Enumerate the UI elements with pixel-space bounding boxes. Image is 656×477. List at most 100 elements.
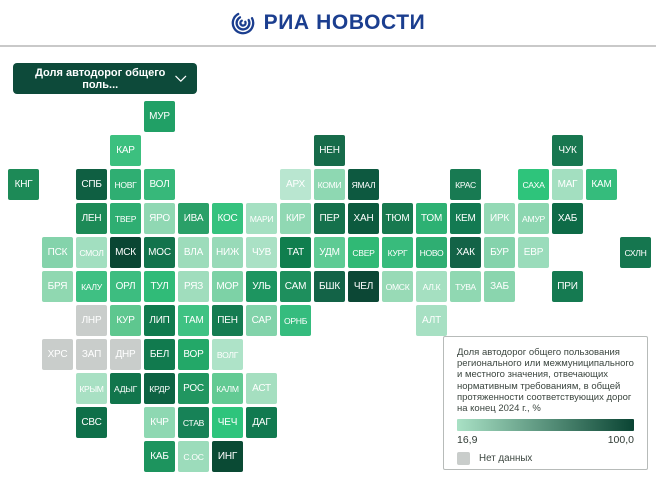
region-tile-ЛЕН[interactable]: ЛЕН: [76, 203, 107, 234]
legend-max-value: 100,0: [607, 434, 634, 447]
legend-gradient: [457, 419, 634, 432]
region-tile-КАЛУ[interactable]: КАЛУ: [76, 271, 107, 302]
region-tile-ПЕН[interactable]: ПЕН: [212, 305, 243, 336]
region-tile-АСТ[interactable]: АСТ: [246, 373, 277, 404]
region-tile-УЛЬ[interactable]: УЛЬ: [246, 271, 277, 302]
region-tile-КАБ[interactable]: КАБ: [144, 441, 175, 472]
region-tile-СПБ[interactable]: СПБ: [76, 169, 107, 200]
region-tile-ОРЛ[interactable]: ОРЛ: [110, 271, 141, 302]
region-tile-КАР[interactable]: КАР: [110, 135, 141, 166]
region-tile-ТАМ[interactable]: ТАМ: [178, 305, 209, 336]
region-tile-МОС[interactable]: МОС: [144, 237, 175, 268]
region-tile-КИР[interactable]: КИР: [280, 203, 311, 234]
ria-globe-icon: [231, 12, 254, 34]
region-tile-ТУВА[interactable]: ТУВА: [450, 271, 481, 302]
region-tile-АРХ[interactable]: АРХ: [280, 169, 311, 200]
region-tile-КАЛМ[interactable]: КАЛМ: [212, 373, 243, 404]
region-tile-АЛТ[interactable]: АЛТ: [416, 305, 447, 336]
region-tile-РОС[interactable]: РОС: [178, 373, 209, 404]
region-tile-САМ[interactable]: САМ: [280, 271, 311, 302]
region-tile-ИВА[interactable]: ИВА: [178, 203, 209, 234]
region-tile-ТЮМ[interactable]: ТЮМ: [382, 203, 413, 234]
region-tile-АМУР[interactable]: АМУР: [518, 203, 549, 234]
region-tile-С.ОС[interactable]: С.ОС: [178, 441, 209, 472]
region-tile-ЛИП[interactable]: ЛИП: [144, 305, 175, 336]
region-tile-ОРНБ[interactable]: ОРНБ: [280, 305, 311, 336]
region-tile-КРДР[interactable]: КРДР: [144, 373, 175, 404]
region-tile-ВОР[interactable]: ВОР: [178, 339, 209, 370]
region-tile-БУР[interactable]: БУР: [484, 237, 515, 268]
region-tile-ТВЕР[interactable]: ТВЕР: [110, 203, 141, 234]
region-tile-ТАТ[interactable]: ТАТ: [280, 237, 311, 268]
metric-dropdown[interactable]: Доля автодорог общего поль...: [13, 63, 197, 94]
region-tile-ПРИ[interactable]: ПРИ: [552, 271, 583, 302]
legend-panel: Доля автодорог общего пользования регион…: [443, 336, 648, 470]
legend-range: 16,9 100,0: [457, 434, 634, 446]
region-tile-КУР[interactable]: КУР: [110, 305, 141, 336]
region-tile-БШК[interactable]: БШК: [314, 271, 345, 302]
region-tile-ЯРО[interactable]: ЯРО: [144, 203, 175, 234]
region-tile-КОС[interactable]: КОС: [212, 203, 243, 234]
region-tile-ИРК[interactable]: ИРК: [484, 203, 515, 234]
region-tile-СТАВ[interactable]: СТАВ: [178, 407, 209, 438]
region-tile-ОМСК[interactable]: ОМСК: [382, 271, 413, 302]
region-tile-МАРИ[interactable]: МАРИ: [246, 203, 277, 234]
region-tile-КРЫМ[interactable]: КРЫМ: [76, 373, 107, 404]
region-tile-АДЫГ[interactable]: АДЫГ: [110, 373, 141, 404]
region-tile-ЧУВ[interactable]: ЧУВ: [246, 237, 277, 268]
region-tile-РЯЗ[interactable]: РЯЗ: [178, 271, 209, 302]
region-tile-ЧУК[interactable]: ЧУК: [552, 135, 583, 166]
region-tile-ХРС[interactable]: ХРС: [42, 339, 73, 370]
region-tile-МОР[interactable]: МОР: [212, 271, 243, 302]
region-tile-ТУЛ[interactable]: ТУЛ: [144, 271, 175, 302]
region-tile-ВЛА[interactable]: ВЛА: [178, 237, 209, 268]
region-tile-КУРГ[interactable]: КУРГ: [382, 237, 413, 268]
region-tile-ЕВР[interactable]: ЕВР: [518, 237, 549, 268]
region-tile-СХЛН[interactable]: СХЛН: [620, 237, 651, 268]
metric-dropdown-label: Доля автодорог общего поль...: [35, 66, 166, 91]
brand-title: РИА НОВОСТИ: [263, 10, 426, 34]
region-tile-ПСК[interactable]: ПСК: [42, 237, 73, 268]
region-tile-ХАБ[interactable]: ХАБ: [552, 203, 583, 234]
region-tile-МСК[interactable]: МСК: [110, 237, 141, 268]
region-tile-КНГ[interactable]: КНГ: [8, 169, 39, 200]
region-tile-ВОЛ[interactable]: ВОЛ: [144, 169, 175, 200]
region-tile-ИНГ[interactable]: ИНГ: [212, 441, 243, 472]
region-tile-НОВО[interactable]: НОВО: [416, 237, 447, 268]
region-tile-ЧЕЛ[interactable]: ЧЕЛ: [348, 271, 379, 302]
region-tile-АЛ.К[interactable]: АЛ.К: [416, 271, 447, 302]
no-data-label: Нет данных: [479, 453, 533, 465]
region-tile-МАГ[interactable]: МАГ: [552, 169, 583, 200]
region-tile-КОМИ[interactable]: КОМИ: [314, 169, 345, 200]
region-tile-ЯМАЛ[interactable]: ЯМАЛ: [348, 169, 379, 200]
region-tile-ПЕР[interactable]: ПЕР: [314, 203, 345, 234]
region-tile-НИЖ[interactable]: НИЖ: [212, 237, 243, 268]
region-tile-КЕМ[interactable]: КЕМ: [450, 203, 481, 234]
region-tile-КЧР[interactable]: КЧР: [144, 407, 175, 438]
no-data-swatch: [457, 452, 470, 466]
region-tile-ХАК[interactable]: ХАК: [450, 237, 481, 268]
region-tile-ДНР[interactable]: ДНР: [110, 339, 141, 370]
region-tile-КАМ[interactable]: КАМ: [586, 169, 617, 200]
region-tile-НОВГ[interactable]: НОВГ: [110, 169, 141, 200]
region-tile-ЧЕЧ[interactable]: ЧЕЧ: [212, 407, 243, 438]
region-tile-САР[interactable]: САР: [246, 305, 277, 336]
region-tile-КРАС[interactable]: КРАС: [450, 169, 481, 200]
region-tile-СВС[interactable]: СВС: [76, 407, 107, 438]
region-tile-ЗАБ[interactable]: ЗАБ: [484, 271, 515, 302]
region-tile-МУР[interactable]: МУР: [144, 101, 175, 132]
region-tile-БЕЛ[interactable]: БЕЛ: [144, 339, 175, 370]
region-tile-ХАН[interactable]: ХАН: [348, 203, 379, 234]
chevron-down-icon: [175, 75, 187, 82]
region-tile-ЛНР[interactable]: ЛНР: [76, 305, 107, 336]
region-tile-ВОЛГ[interactable]: ВОЛГ: [212, 339, 243, 370]
region-tile-БРЯ[interactable]: БРЯ: [42, 271, 73, 302]
region-tile-СМОЛ[interactable]: СМОЛ: [76, 237, 107, 268]
region-tile-ТОМ[interactable]: ТОМ: [416, 203, 447, 234]
region-tile-САХА[interactable]: САХА: [518, 169, 549, 200]
region-tile-ЗАП[interactable]: ЗАП: [76, 339, 107, 370]
region-tile-УДМ[interactable]: УДМ: [314, 237, 345, 268]
region-tile-ДАГ[interactable]: ДАГ: [246, 407, 277, 438]
region-tile-НЕН[interactable]: НЕН: [314, 135, 345, 166]
region-tile-СВЕР[interactable]: СВЕР: [348, 237, 379, 268]
